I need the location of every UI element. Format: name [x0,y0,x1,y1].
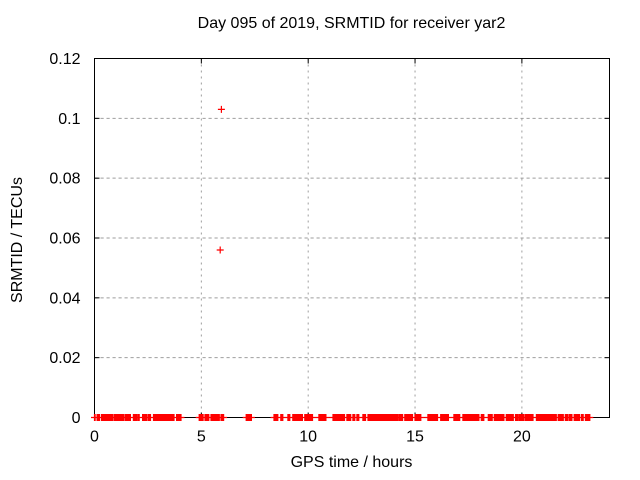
y-tick-label: 0.08 [49,171,80,188]
y-tick-label: 0.12 [49,51,80,68]
x-tick-label: 15 [406,429,424,446]
y-tick-label: 0.02 [49,350,80,367]
plot-border [94,58,610,418]
x-tick-label: 5 [197,429,206,446]
x-tick-label: 0 [90,429,99,446]
chart-title: Day 095 of 2019, SRMTID for receiver yar… [197,15,506,32]
y-tick-label: 0.06 [49,231,80,248]
data-points [91,105,594,421]
x-tick-label: 20 [513,429,531,446]
y-tick-label: 0.04 [49,290,80,307]
x-axis-label: GPS time / hours [290,454,413,471]
y-tick-label: 0.1 [58,111,80,128]
x-tick-label: 10 [299,429,317,446]
y-axis-label: SRMTID / TECUs [9,177,26,303]
y-tick-label: 0 [72,410,81,427]
